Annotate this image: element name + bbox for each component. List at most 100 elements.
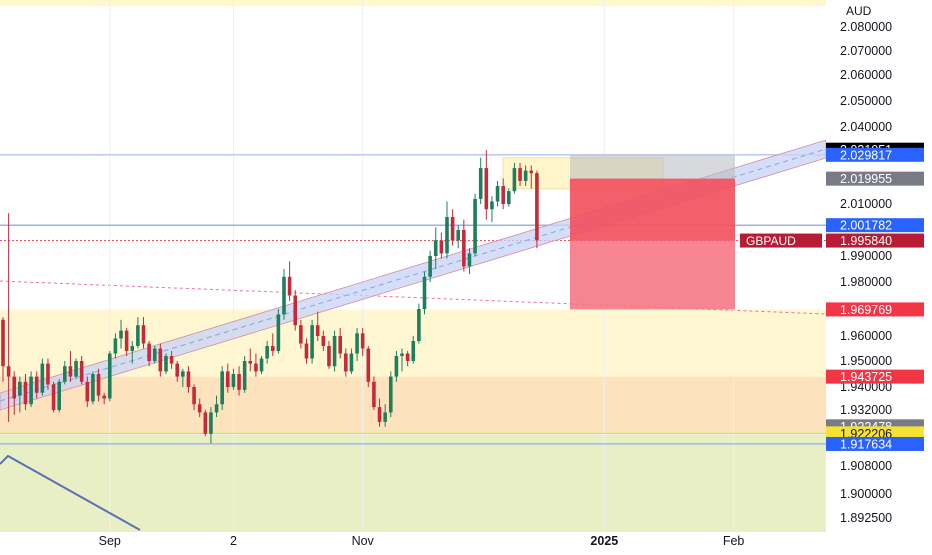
price-badge[interactable]: 1.995840 GBPAUD [740,233,924,249]
candle-body [265,346,269,359]
candle-body [310,325,314,359]
candle [355,327,359,361]
candle-body [360,333,365,349]
candle [40,358,45,396]
candle [366,346,371,387]
candle-body [102,395,106,399]
candle-body [439,240,444,254]
candle [237,366,241,396]
candle-body [372,381,376,408]
candle-body [445,217,449,254]
candle [287,261,292,301]
y-tick-label: 1.932000 [840,403,892,417]
candle [293,290,298,331]
stop-zone[interactable] [570,154,735,181]
candle-body [400,353,404,356]
candle [164,353,168,374]
candle-body [501,186,505,204]
candle-body [383,412,387,422]
candle-body [152,348,157,361]
y-tick-label: 1.900000 [840,487,892,501]
candle [248,348,253,372]
candle [304,338,309,364]
candle-body [242,361,247,390]
currency-label: AUD [846,4,872,18]
candle [383,404,387,427]
price-badge[interactable]: 1.917634 [826,436,924,452]
y-tick-label: 2.010000 [840,197,892,211]
price-badge[interactable]: 2.019955 [826,171,924,187]
candle [254,353,258,377]
candle-body [113,338,118,354]
candle-body [164,356,168,372]
candle [512,162,517,194]
candle-body [63,366,67,382]
candle-body [175,363,180,377]
candle-body [512,168,517,192]
candle [270,333,275,356]
candle-body [29,376,33,405]
candle [473,193,477,256]
price-badge-label: 2.019955 [840,172,892,186]
candle-body [197,404,202,413]
green-zone [0,434,826,544]
y-tick-label: 1.990000 [840,249,892,263]
y-tick-label: 1.892500 [840,511,892,525]
candle [158,343,163,377]
candle-body [535,173,539,241]
candle [349,348,354,374]
target-zone[interactable] [570,178,735,310]
price-badge-label: 2.029817 [840,148,892,162]
price-badge[interactable]: 2.029817 [826,147,924,163]
candle-body [388,376,393,413]
candle-body [282,276,286,315]
candle-body [321,336,326,346]
x-tick-label: 2 [230,534,237,548]
candle [220,366,224,410]
candle [203,410,208,437]
candle [299,319,303,349]
candle [79,356,84,385]
x-tick-label: 2025 [590,534,618,548]
candle [400,348,404,372]
candle-body [51,384,56,410]
candle-body [507,191,511,204]
time-axis[interactable]: Sep 2 Nov 2025 Feb [0,532,932,550]
candle-body [450,217,455,241]
candle [495,180,500,207]
candle [422,271,427,315]
candle-body [254,363,258,372]
price-badge[interactable]: 2.001782 [826,218,924,233]
candle-body [96,374,101,396]
candle-body [248,361,253,364]
short-position-tool[interactable] [502,154,735,310]
symbol-badge-label: GBPAUD [746,234,796,248]
candle [113,333,118,359]
candle [46,358,50,390]
candle-body [40,363,45,393]
candle [490,196,494,223]
candle-body [57,381,61,410]
candle [259,356,264,374]
candle [344,348,348,377]
price-badge[interactable]: 1.969769 [826,302,924,317]
candle-body [462,230,466,267]
candle [209,407,213,444]
price-axis[interactable]: AUD 2.080000 2.070000 2.060000 2.050000 2.04… [740,0,932,550]
candle [507,188,511,207]
candle-body [226,371,230,387]
price-badge[interactable]: 1.943725 [826,369,924,385]
candle [321,330,326,351]
candle-body [518,168,522,181]
candle [23,374,28,410]
candle [484,150,489,220]
candle [68,351,73,382]
candle-body [220,371,224,405]
candle [169,351,174,369]
candle-body [473,198,477,254]
candle-body [18,381,22,396]
price-badge-bg [826,369,924,384]
candle [523,165,528,187]
